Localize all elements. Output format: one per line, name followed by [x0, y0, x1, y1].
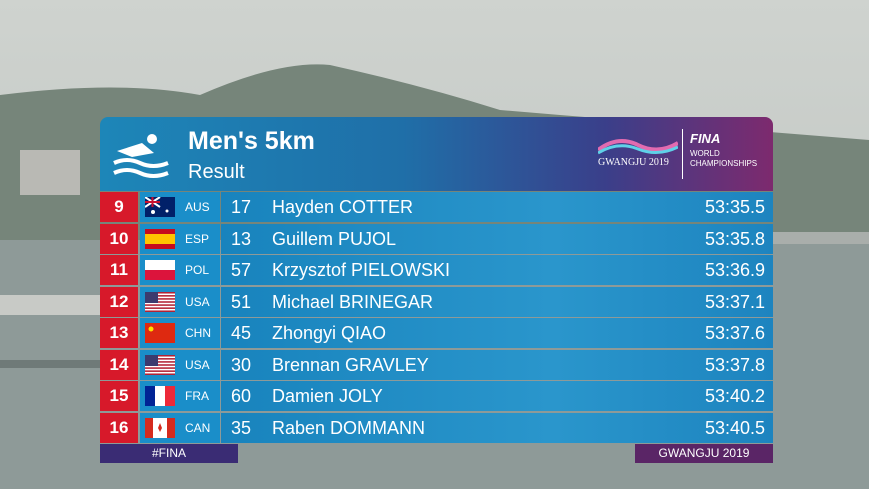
flag	[145, 386, 175, 406]
country-cell: CAN	[140, 412, 220, 443]
bib: 30	[231, 354, 252, 375]
country-cell: USA	[140, 286, 220, 317]
subtitle: Result	[188, 161, 245, 183]
athlete-cell: 60 Damien JOLY 53:40.2	[221, 381, 773, 411]
divider	[682, 129, 683, 179]
athlete-cell: 30 Brennan GRAVLEY 53:37.8	[221, 349, 773, 380]
country-code: CAN	[185, 420, 211, 435]
title: Men's 5km	[188, 127, 315, 155]
athlete-name: Krzysztof PIELOWSKI	[272, 260, 451, 280]
flag	[145, 228, 175, 249]
athlete-name: Hayden COTTER	[272, 197, 414, 217]
result-row: 15 FRA 60 Damien JOLY 53:40.2	[100, 381, 773, 411]
rank: 12	[100, 286, 138, 317]
time: 53:40.2	[704, 386, 765, 406]
bib: 45	[231, 323, 252, 343]
country-code: FRA	[185, 389, 209, 403]
rank: 16	[100, 412, 138, 443]
athlete-cell: 57 Krzysztof PIELOWSKI 53:36.9	[221, 255, 773, 285]
time: 53:36.9	[704, 260, 765, 280]
time: 53:35.5	[704, 197, 765, 217]
country-cell: POL	[140, 255, 220, 285]
result-row: 13 CHN 45 Zhongyi QIAO 53:37.6	[100, 318, 773, 348]
country-cell: AUS	[140, 192, 220, 222]
athlete-name: Michael BRINEGAR	[272, 291, 434, 312]
athlete-cell: 13 Guillem PUJOL 53:35.8	[221, 223, 773, 254]
bib: 13	[231, 228, 252, 249]
rank: 13	[100, 318, 138, 348]
result-row: 9 AUS 17 Hayden COTTER 53:35.5	[100, 192, 773, 222]
swim-icon	[113, 134, 169, 178]
country-code: CHN	[185, 326, 211, 340]
header: Men's 5km Result GWANGJU 2019 FINA WORLD…	[100, 117, 773, 191]
bib: 57	[231, 260, 252, 280]
athlete-cell: 51 Michael BRINEGAR 53:37.1	[221, 286, 773, 317]
bib: 60	[231, 386, 252, 406]
athlete-name: Damien JOLY	[272, 386, 383, 406]
footer-left: #FINA	[100, 444, 238, 463]
country-cell: USA	[140, 349, 220, 380]
rank: 15	[100, 381, 138, 411]
result-row: 10 ESP 13 Guillem PUJOL 53:35.8	[100, 223, 773, 254]
rank: 10	[100, 223, 138, 254]
country-code: AUS	[185, 200, 210, 214]
country-code: USA	[185, 357, 210, 372]
country-code: POL	[185, 263, 210, 277]
country-cell: FRA	[140, 381, 220, 411]
fina-logo: FINA	[690, 131, 721, 146]
time: 53:40.5	[704, 417, 765, 438]
flag	[145, 291, 175, 312]
rank: 11	[100, 255, 138, 285]
bib: 17	[231, 197, 252, 217]
athlete-name: Raben DOMMANN	[272, 417, 426, 438]
athlete-name: Brennan GRAVLEY	[272, 354, 429, 375]
flag	[145, 323, 175, 343]
country-code: USA	[185, 294, 210, 309]
result-row: 11 POL 57 Krzysztof PIELOWSKI 53:36.9	[100, 255, 773, 285]
bib: 51	[231, 291, 252, 312]
bib: 35	[231, 417, 252, 438]
results-panel: Men's 5km Result GWANGJU 2019 FINA WORLD…	[100, 117, 773, 463]
flag	[145, 354, 175, 375]
flag	[145, 197, 175, 217]
fina-subtitle: WORLD CHAMPIONSHIPS	[690, 149, 758, 168]
athlete-cell: 45 Zhongyi QIAO 53:37.6	[221, 318, 773, 348]
time: 53:35.8	[704, 228, 765, 249]
result-row: 14 USA 30 Brennan GRAVLEY 53:37.8	[100, 349, 773, 380]
footer-right: GWANGJU 2019	[635, 444, 773, 463]
flag	[145, 260, 175, 280]
event-logo-wave	[598, 139, 678, 155]
flag	[145, 417, 175, 438]
time: 53:37.6	[704, 323, 765, 343]
time: 53:37.8	[704, 354, 765, 375]
time: 53:37.1	[704, 291, 765, 312]
country-cell: CHN	[140, 318, 220, 348]
event-logo: GWANGJU 2019	[598, 157, 669, 168]
rank: 14	[100, 349, 138, 380]
athlete-name: Zhongyi QIAO	[272, 323, 387, 343]
athlete-cell: 35 Raben DOMMANN 53:40.5	[221, 412, 773, 443]
athlete-name: Guillem PUJOL	[272, 228, 397, 249]
country-cell: ESP	[140, 223, 220, 254]
result-row: 16 CAN 35 Raben DOMMANN 53:40.5	[100, 412, 773, 443]
country-code: ESP	[185, 231, 210, 246]
rank: 9	[100, 192, 138, 222]
athlete-cell: 17 Hayden COTTER 53:35.5	[221, 192, 773, 222]
result-row: 12 USA 51 Michael BRINEGAR 53:37.1	[100, 286, 773, 317]
